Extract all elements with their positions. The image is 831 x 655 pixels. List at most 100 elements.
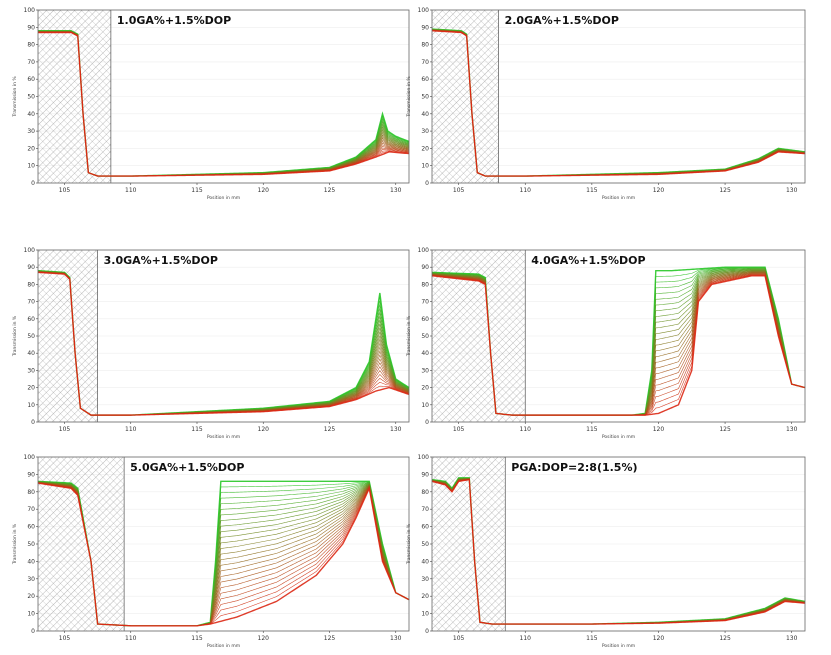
y-tick-label: 100 — [418, 247, 430, 254]
hatched-region-cross — [38, 10, 111, 183]
y-tick-label: 40 — [27, 558, 35, 565]
y-tick-label: 40 — [421, 558, 429, 565]
y-tick-label: 40 — [421, 350, 429, 357]
y-axis-label: Transmission in % — [406, 315, 412, 357]
x-tick-label: 110 — [125, 187, 137, 194]
x-tick-label: 130 — [390, 187, 402, 194]
y-tick-label: 90 — [421, 264, 429, 271]
series-line-26 — [38, 31, 410, 177]
x-axis-label: Position in mm — [602, 434, 635, 440]
x-tick-label: 125 — [719, 187, 731, 194]
y-tick-label: 40 — [421, 111, 429, 118]
y-tick-label: 50 — [421, 541, 429, 548]
y-tick-label: 70 — [421, 59, 429, 66]
y-tick-label: 70 — [27, 59, 35, 66]
y-tick-label: 30 — [27, 367, 35, 374]
x-tick-label: 115 — [586, 187, 598, 194]
y-tick-label: 60 — [27, 76, 35, 83]
x-tick-label: 115 — [586, 426, 598, 433]
y-tick-label: 10 — [421, 402, 429, 409]
y-tick-label: 60 — [421, 76, 429, 83]
series-line-26 — [37, 482, 410, 627]
x-tick-label: 115 — [191, 187, 203, 194]
x-axis-label: Position in mm — [207, 195, 240, 201]
y-tick-label: 80 — [421, 489, 429, 496]
y-tick-label: 0 — [31, 180, 35, 187]
y-tick-label: 10 — [421, 163, 429, 170]
y-tick-label: 100 — [418, 7, 430, 14]
y-axis-label: Transmission in % — [406, 76, 412, 118]
y-tick-label: 10 — [27, 402, 35, 409]
y-tick-label: 0 — [425, 180, 429, 187]
x-tick-label: 110 — [520, 187, 532, 194]
y-tick-label: 10 — [421, 611, 429, 618]
y-tick-label: 30 — [27, 128, 35, 135]
y-tick-label: 30 — [421, 576, 429, 583]
series-line-26 — [431, 30, 806, 177]
panel-title: PGA:DOP=2:8(1.5%) — [511, 461, 637, 474]
y-tick-label: 100 — [24, 7, 36, 14]
y-tick-label: 20 — [421, 145, 429, 152]
y-tick-label: 60 — [421, 316, 429, 323]
x-tick-label: 110 — [125, 426, 137, 433]
y-tick-label: 0 — [31, 419, 35, 426]
x-tick-label: 125 — [719, 426, 731, 433]
x-tick-label: 120 — [258, 426, 270, 433]
x-tick-label: 120 — [653, 426, 665, 433]
y-tick-label: 80 — [27, 489, 35, 496]
x-tick-label: 115 — [586, 635, 598, 642]
y-tick-label: 50 — [421, 94, 429, 101]
x-tick-label: 115 — [191, 635, 203, 642]
panel-5: 0 10 20 30 40 50 60 70 80 90 100 105 110 115 120 125 130… — [12, 454, 410, 649]
x-tick-label: 110 — [520, 635, 532, 642]
hatched-region-cross — [432, 457, 506, 631]
x-tick-label: 130 — [390, 426, 402, 433]
y-tick-label: 70 — [421, 299, 429, 306]
x-tick-label: 105 — [453, 426, 465, 433]
y-tick-label: 70 — [27, 299, 35, 306]
y-tick-label: 10 — [27, 611, 35, 618]
y-tick-label: 100 — [24, 454, 36, 461]
y-tick-label: 0 — [31, 628, 35, 635]
x-tick-label: 120 — [258, 635, 270, 642]
panel-1: 0 10 20 30 40 50 60 70 80 90 100 105 110 115 120 125 130… — [12, 7, 410, 201]
x-tick-label: 110 — [520, 426, 532, 433]
panel-title: 2.0GA%+1.5%DOP — [505, 14, 619, 27]
y-tick-label: 20 — [421, 385, 429, 392]
y-tick-label: 80 — [421, 281, 429, 288]
x-tick-label: 105 — [453, 187, 465, 194]
y-axis-label: Transmission in % — [12, 523, 18, 565]
y-tick-label: 10 — [27, 163, 35, 170]
y-tick-label: 30 — [421, 128, 429, 135]
y-tick-label: 80 — [27, 42, 35, 49]
y-tick-label: 0 — [425, 419, 429, 426]
panel-title: 5.0GA%+1.5%DOP — [130, 461, 244, 474]
x-axis-label: Position in mm — [207, 434, 240, 440]
series-line-26 — [431, 275, 806, 416]
panel-2: 0 10 20 30 40 50 60 70 80 90 100 105 110 115 120 125 130… — [406, 7, 806, 201]
x-tick-label: 110 — [125, 635, 137, 642]
x-tick-label: 105 — [453, 635, 465, 642]
hatched-region-cross — [38, 250, 98, 422]
x-tick-label: 130 — [786, 187, 798, 194]
x-tick-label: 120 — [653, 635, 665, 642]
y-tick-label: 50 — [27, 94, 35, 101]
x-tick-label: 105 — [59, 426, 71, 433]
y-tick-label: 100 — [418, 454, 430, 461]
y-tick-label: 90 — [421, 471, 429, 478]
y-tick-label: 40 — [27, 350, 35, 357]
y-tick-label: 0 — [425, 628, 429, 635]
x-tick-label: 125 — [324, 426, 336, 433]
panel-title: 3.0GA%+1.5%DOP — [104, 254, 218, 267]
y-tick-label: 90 — [421, 24, 429, 31]
x-axis-label: Position in mm — [207, 643, 240, 649]
x-tick-label: 105 — [59, 635, 71, 642]
series-line-26 — [431, 478, 806, 625]
y-tick-label: 50 — [27, 541, 35, 548]
y-tick-label: 60 — [27, 316, 35, 323]
y-tick-label: 80 — [421, 42, 429, 49]
series-line-26 — [37, 271, 410, 416]
y-tick-label: 30 — [27, 576, 35, 583]
x-tick-label: 125 — [719, 635, 731, 642]
